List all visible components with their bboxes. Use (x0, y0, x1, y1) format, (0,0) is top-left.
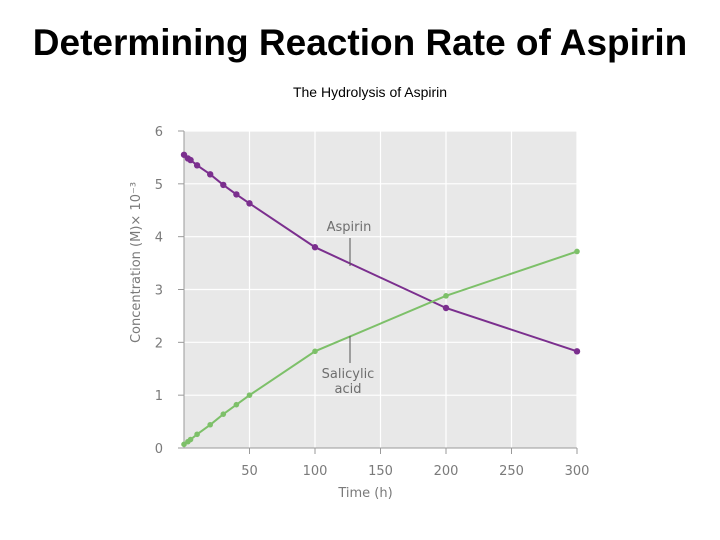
data-point-1 (312, 348, 318, 355)
axes (178, 130, 578, 454)
data-point-1 (187, 436, 194, 443)
annotations: Aspirin Salicylic acid (322, 220, 375, 397)
data-point-1 (181, 441, 187, 448)
annotation-label: Salicylic acid (322, 367, 375, 397)
data-point-1 (233, 401, 240, 408)
data-point-0 (187, 156, 194, 164)
y-tick-label: 1 (155, 389, 163, 404)
y-tick-label: 0 (155, 442, 163, 457)
slide-title: Determining Reaction Rate of Aspirin (32, 22, 688, 63)
y-tick-label: 5 (155, 178, 163, 193)
data-point-1 (246, 392, 253, 398)
data-point-0 (311, 244, 319, 251)
data-point-1 (220, 411, 227, 417)
tick-labels: 0 1 2 3 4 5 6 50 100 150 200 250 300 (155, 125, 590, 479)
data-point-0 (207, 171, 214, 178)
chart-title: The Hydrolysis of Aspirin (292, 84, 448, 100)
data-point-0 (233, 191, 240, 198)
data-point-0 (442, 304, 450, 312)
x-tick-label: 250 (499, 464, 524, 479)
y-tick-label: 6 (155, 125, 163, 140)
data-point-0 (573, 348, 581, 355)
grid-lines (184, 130, 578, 448)
x-tick-label: 200 (434, 464, 459, 479)
y-tick-label: 3 (155, 284, 163, 299)
data-point-1 (194, 431, 200, 438)
y-tick-label: 4 (155, 231, 163, 246)
annotation-label: Aspirin (327, 220, 372, 235)
x-axis-title: Time (h) (337, 486, 392, 501)
data-point-1 (207, 421, 213, 428)
data-point-0 (246, 200, 253, 207)
x-tick-label: 100 (303, 464, 328, 479)
x-tick-label: 150 (368, 464, 393, 479)
y-tick-label: 2 (155, 336, 163, 351)
x-tick-label: 300 (565, 464, 590, 479)
data-point-0 (193, 162, 201, 169)
x-tick-label: 50 (241, 464, 258, 479)
y-axis-title: Concentration (M)× 10⁻³ (129, 182, 144, 343)
data-point-1 (443, 293, 449, 299)
data-point-1 (574, 248, 580, 255)
data-point-0 (220, 181, 227, 189)
data-points (180, 151, 581, 448)
